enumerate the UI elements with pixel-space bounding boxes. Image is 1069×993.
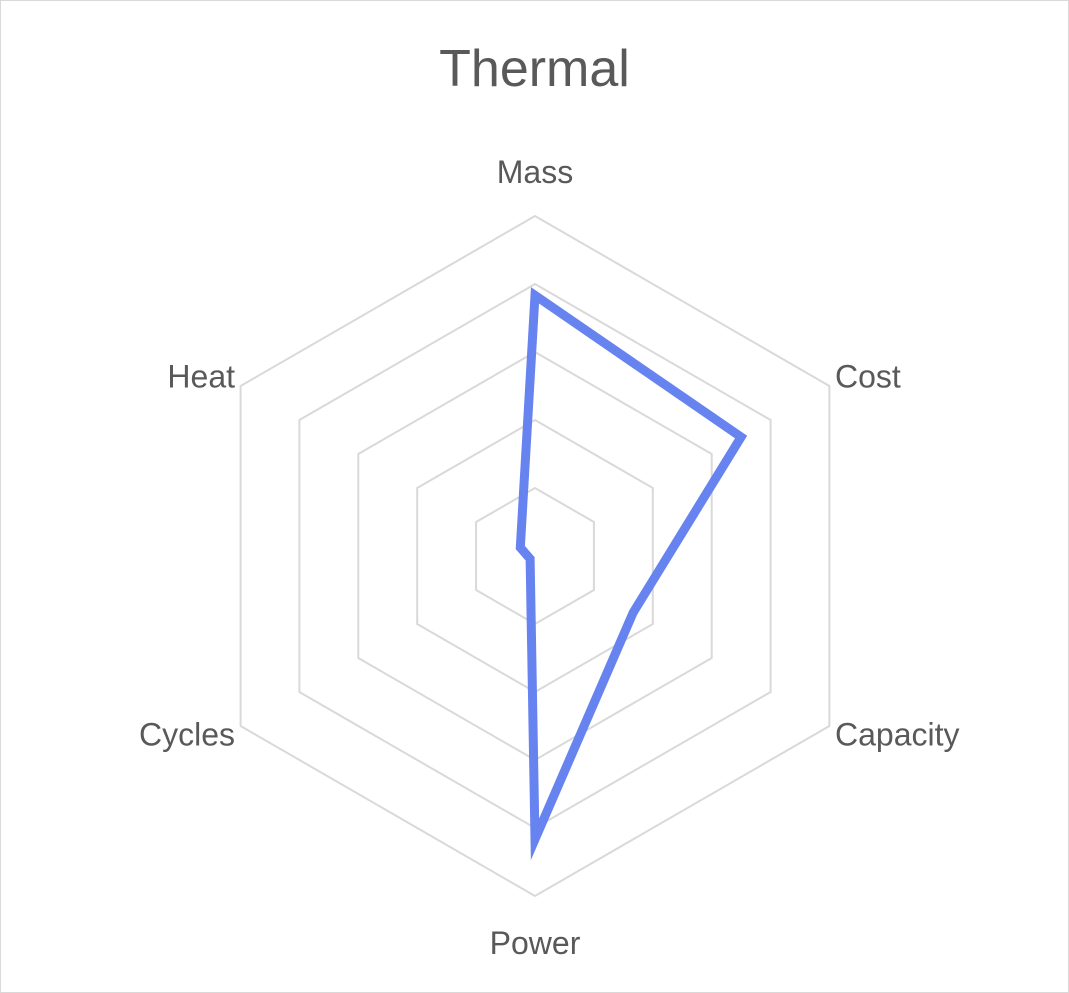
category-label-cycles: Cycles xyxy=(139,716,235,752)
grid-ring-5 xyxy=(239,214,831,898)
category-label-capacity: Capacity xyxy=(835,716,960,752)
radar-category-labels: Mass Cost Capacity Power Cycles Heat xyxy=(139,154,960,961)
category-label-heat: Heat xyxy=(167,358,235,394)
category-label-cost: Cost xyxy=(835,358,901,394)
category-label-power: Power xyxy=(490,925,581,961)
chart-title: Thermal xyxy=(439,40,630,98)
radar-series-layer xyxy=(515,287,748,861)
category-label-mass: Mass xyxy=(497,154,573,190)
series-line-1 xyxy=(515,287,748,861)
